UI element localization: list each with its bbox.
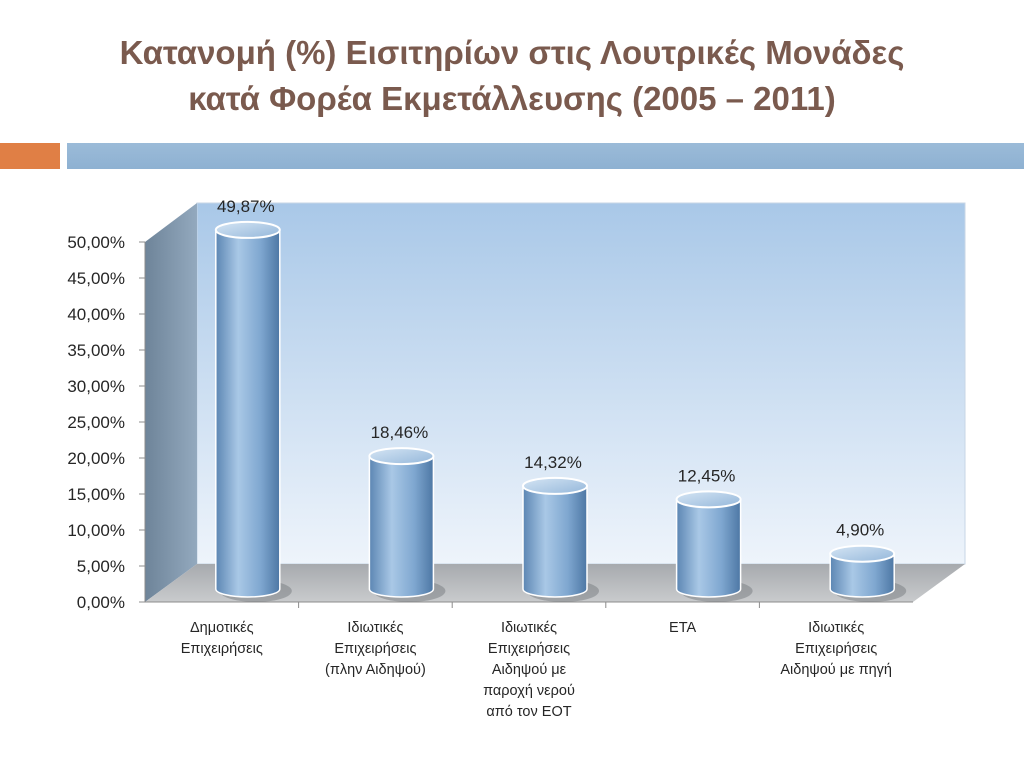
x-category-label: παροχή νερού xyxy=(483,683,575,699)
y-tick-label: 0,00% xyxy=(77,593,125,612)
x-category-label: Ιδιωτικές xyxy=(501,620,557,636)
y-tick-label: 5,00% xyxy=(77,557,125,576)
x-category-label: Ιδιωτικές xyxy=(808,620,864,636)
data-label: 4,90% xyxy=(836,521,884,540)
bar-top-cap xyxy=(675,490,742,509)
bar-cylinder xyxy=(829,552,895,598)
slide-title-line-2: κατά Φορέα Εκμετάλλευσης (2005 – 2011) xyxy=(188,80,836,117)
bar-top-cap xyxy=(368,447,435,466)
chart-side-wall xyxy=(145,203,197,602)
slide-title-line-1: Κατανομή (%) Εισιτηρίων στις Λουτρικές Μ… xyxy=(119,34,905,71)
bar-chart: 0,00% 5,00% 10,00% 15,00% 20,00% 25,00% 30,00%… xyxy=(67,197,966,720)
bar-cylinder xyxy=(368,455,435,598)
x-category-label: Δημοτικές xyxy=(190,620,254,636)
slide-title: Κατανομή (%) Εισιτηρίων στις Λουτρικές Μ… xyxy=(0,30,1024,122)
x-category-label: (πλην Αιδηψού) xyxy=(325,662,426,678)
y-tick-label: 40,00% xyxy=(67,305,125,324)
bar-top-cap xyxy=(522,476,588,495)
data-label: 12,45% xyxy=(678,466,736,485)
y-tick-label: 10,00% xyxy=(67,521,125,540)
y-tick-label: 20,00% xyxy=(67,449,125,468)
y-tick-label: 50,00% xyxy=(67,233,125,252)
x-category-label: από τον ΕΟΤ xyxy=(486,704,571,720)
data-label: 14,32% xyxy=(524,453,582,472)
x-category-label: Αιδηψού με πηγή xyxy=(780,662,892,678)
x-category-label: Επιχειρήσεις xyxy=(334,641,416,657)
y-tick-label: 35,00% xyxy=(67,341,125,360)
bar-cylinder xyxy=(675,498,742,598)
bar-top-cap xyxy=(214,220,281,239)
x-category-label: Αιδηψού με xyxy=(492,662,567,678)
x-category-label: Ιδιωτικές xyxy=(347,620,403,636)
x-category-label: Επιχειρήσεις xyxy=(488,641,570,657)
x-category-label: ΕΤΑ xyxy=(669,620,696,636)
y-tick-label: 15,00% xyxy=(67,485,125,504)
bar-cylinder xyxy=(522,485,588,598)
accent-bar-orange xyxy=(0,143,60,169)
bar-top-cap xyxy=(829,544,896,563)
data-label: 18,46% xyxy=(371,423,429,442)
y-tick-label: 25,00% xyxy=(67,413,125,432)
y-tick-label: 45,00% xyxy=(67,269,125,288)
bar-cylinder xyxy=(215,229,281,598)
y-tick-label: 30,00% xyxy=(67,377,125,396)
accent-bar-blue xyxy=(67,143,1024,169)
data-label: 49,87% xyxy=(217,197,275,216)
x-category-label: Επιχειρήσεις xyxy=(795,641,877,657)
x-category-label: Επιχειρήσεις xyxy=(181,641,263,657)
